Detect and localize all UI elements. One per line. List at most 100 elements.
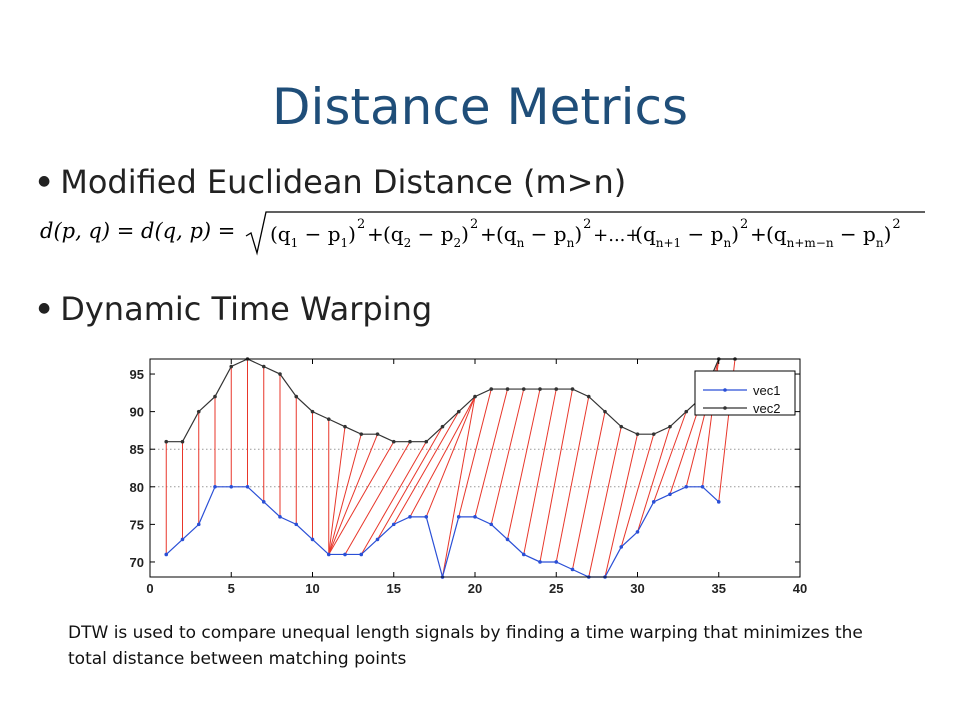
warp-link: [474, 388, 508, 517]
warp-link: [328, 433, 378, 555]
vec2-point: [521, 387, 526, 391]
vec1-point: [326, 552, 331, 557]
vec2-point: [538, 387, 542, 391]
vec1-point: [310, 537, 315, 542]
vec1-point: [554, 560, 559, 564]
dtw-caption: DTW is used to compare unequal length si…: [68, 623, 863, 669]
vec1-point: [391, 522, 396, 527]
bullet-dot-icon: ●: [38, 300, 51, 316]
vec1-point: [700, 484, 705, 489]
vec2-point: [375, 432, 380, 436]
vec2-point: [343, 424, 347, 429]
vec1-point: [651, 500, 656, 504]
legend-label: vec2: [753, 401, 780, 416]
formula-term: (q2 − p2): [383, 222, 469, 250]
formula-ellipsis: +...+: [593, 225, 640, 246]
bullet-euclidean: ● Modified Euclidean Distance (m>n): [38, 163, 626, 201]
formula-term: (qn+1 − pn): [635, 222, 739, 250]
vec2-point: [424, 439, 429, 444]
warp-link: [360, 441, 427, 555]
warp-link: [555, 396, 590, 563]
vec2-point: [229, 364, 234, 369]
vec2-point: [278, 372, 282, 376]
vec2-point: [570, 387, 575, 391]
vec2-point: [668, 424, 672, 429]
vec2-point: [261, 364, 266, 369]
warp-link: [344, 441, 411, 555]
formula-power: 2: [740, 217, 748, 232]
vec1-point: [521, 552, 526, 557]
warp-link: [572, 411, 606, 570]
vec1-point: [716, 500, 721, 504]
vec1-point: [164, 552, 169, 557]
warp-link: [425, 396, 476, 518]
vec2-line: [166, 358, 735, 443]
vec1-point: [278, 515, 282, 519]
y-tick-label: 90: [130, 405, 144, 420]
formula-term: (qn+m−n − pn): [766, 222, 891, 250]
y-tick-label: 95: [130, 367, 144, 382]
vec2-point: [505, 387, 510, 391]
y-tick-label: 70: [130, 555, 144, 570]
vec1-point: [229, 484, 234, 489]
warp-link: [458, 388, 492, 517]
vec1-point: [180, 537, 185, 542]
vec1-point: [213, 484, 217, 489]
vec1-point: [668, 492, 672, 497]
legend-marker: [723, 388, 727, 392]
vec1-point: [343, 552, 347, 557]
vec1-point: [619, 545, 624, 549]
vec2-point: [180, 439, 185, 444]
formula-power: 2: [583, 217, 591, 232]
vec2-point: [440, 424, 445, 429]
vec2-point: [408, 439, 412, 444]
x-tick-label: 5: [228, 581, 235, 596]
vec1-point: [473, 515, 477, 519]
bullet-euclidean-text: Modified Euclidean Distance (m>n): [60, 163, 627, 201]
legend-label: vec1: [753, 383, 780, 398]
vec2-point: [603, 409, 607, 414]
slide-title: Distance Metrics: [271, 78, 688, 136]
formula-term: (qn − pn): [496, 222, 582, 250]
y-tick-label: 80: [130, 480, 144, 495]
formula-power: 2: [470, 217, 478, 232]
vec1-point: [424, 515, 429, 519]
formula-power: 2: [892, 217, 900, 232]
vec1-point: [635, 530, 640, 534]
formula-term: (q1 − p1): [270, 222, 356, 250]
x-tick-label: 30: [630, 581, 644, 596]
vec2-point: [326, 417, 331, 421]
warp-link: [637, 426, 671, 533]
vec1-point: [408, 515, 412, 519]
bullet-dot-icon: ●: [38, 173, 51, 189]
legend-marker: [723, 406, 727, 410]
x-tick-label: 35: [712, 581, 726, 596]
vec1-point: [359, 552, 364, 557]
warp-link: [507, 388, 541, 540]
vec1-point: [505, 537, 510, 542]
vec2-point: [635, 432, 640, 436]
vec1-point: [684, 484, 689, 489]
vec1-point: [570, 567, 575, 572]
vec2-point: [359, 432, 364, 436]
warp-link: [442, 396, 476, 578]
vec1-point: [489, 522, 494, 527]
warp-link: [328, 434, 362, 555]
warp-link: [393, 411, 460, 525]
vec1-point: [294, 522, 299, 527]
warp-link: [523, 388, 557, 555]
x-tick-label: 25: [549, 581, 563, 596]
vec2-point: [473, 394, 477, 399]
formula-plus: +: [750, 222, 767, 246]
vec2-point: [310, 409, 315, 414]
x-tick-label: 15: [387, 581, 401, 596]
vec2-point: [554, 387, 559, 391]
bullet-dtw-text: Dynamic Time Warping: [60, 290, 433, 328]
vec2-point: [619, 424, 624, 429]
vec1-point: [245, 484, 250, 489]
warp-link: [539, 388, 573, 563]
bullet-dtw: ● Dynamic Time Warping: [38, 290, 432, 328]
x-tick-label: 10: [305, 581, 319, 596]
warp-link: [604, 434, 638, 578]
vec2-point: [684, 409, 689, 414]
